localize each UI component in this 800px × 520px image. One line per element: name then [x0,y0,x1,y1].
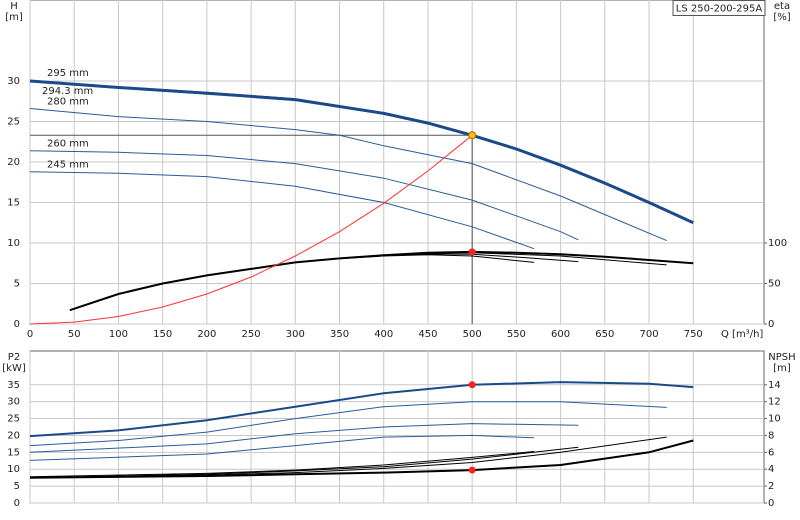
title-box [672,0,766,16]
curve-label: 280 mm [47,97,89,108]
curve [29,446,579,479]
operating-point [468,466,476,474]
x-axis-label: Q [m³/h] [721,329,763,340]
y-axis-label: [m] [5,12,23,23]
y-axis-label: H [10,1,18,12]
y2-tick-label: 2 [768,481,774,492]
chart-title: LS 250-200-295A [676,4,763,15]
y2-axis-label: NPSH [768,352,795,363]
x-tick-label: 650 [595,329,614,340]
x-tick-label: 250 [242,329,261,340]
y-tick-label: 35 [7,380,20,391]
curve [29,439,694,479]
y2-tick-label: 8 [768,430,774,441]
y-tick-label: 10 [7,464,20,475]
curve [29,401,667,447]
curve [29,79,694,225]
y2-tick-label: 50 [768,279,781,290]
curve [29,436,667,479]
x-tick-label: 400 [374,329,393,340]
y2-tick-label: 0 [768,319,774,330]
x-tick-label: 50 [68,329,81,340]
y2-tick-label: 0 [768,498,774,509]
y-tick-label: 5 [14,279,20,290]
x-tick-label: 0 [27,329,33,340]
curve-label: 294.3 mm [42,86,93,97]
y2-tick-label: 6 [768,447,774,458]
y2-tick-label: 100 [768,238,787,249]
operating-point [468,131,477,140]
curve-label: 295 mm [47,68,89,79]
x-tick-label: 700 [639,329,658,340]
curve [29,171,535,250]
x-tick-label: 600 [551,329,570,340]
y-tick-label: 25 [7,414,20,425]
curve [29,434,535,461]
x-tick-label: 100 [109,329,128,340]
x-tick-label: 200 [197,329,216,340]
x-tick-label: 450 [418,329,437,340]
curve [29,134,473,325]
curve [29,451,535,478]
x-tick-label: 500 [463,329,482,340]
x-tick-label: 750 [684,329,703,340]
y-tick-label: 20 [7,430,20,441]
curve [29,423,579,453]
y2-tick-label: 12 [768,397,781,408]
y-tick-label: 15 [7,198,20,209]
x-tick-label: 350 [330,329,349,340]
y2-tick-label: 4 [768,464,774,475]
y-tick-label: 0 [14,498,20,509]
curve-label: 260 mm [47,139,89,150]
y2-tick-label: 14 [768,380,781,391]
curve-label: 245 mm [47,160,89,171]
y-tick-label: 5 [14,481,20,492]
curve [29,150,579,241]
y2-axis-label: eta [774,1,790,12]
y-tick-label: 15 [7,447,20,458]
y-tick-label: 25 [7,117,20,128]
y-tick-label: 0 [14,319,20,330]
y-axis-label: P2 [8,352,20,363]
curve [29,381,694,438]
y-tick-label: 30 [7,397,20,408]
y2-tick-label: 10 [768,414,781,425]
y2-axis-label: [%] [773,12,790,23]
y-tick-label: 30 [7,76,20,87]
y-axis-label: [kW] [2,363,26,374]
curve [339,254,535,263]
x-tick-label: 150 [153,329,172,340]
operating-point [468,381,476,389]
y-tick-label: 20 [7,157,20,168]
curve [29,108,667,242]
x-tick-label: 300 [286,329,305,340]
operating-point [468,248,476,256]
y-tick-label: 10 [7,238,20,249]
y2-axis-label: [m] [773,363,791,374]
x-tick-label: 550 [507,329,526,340]
